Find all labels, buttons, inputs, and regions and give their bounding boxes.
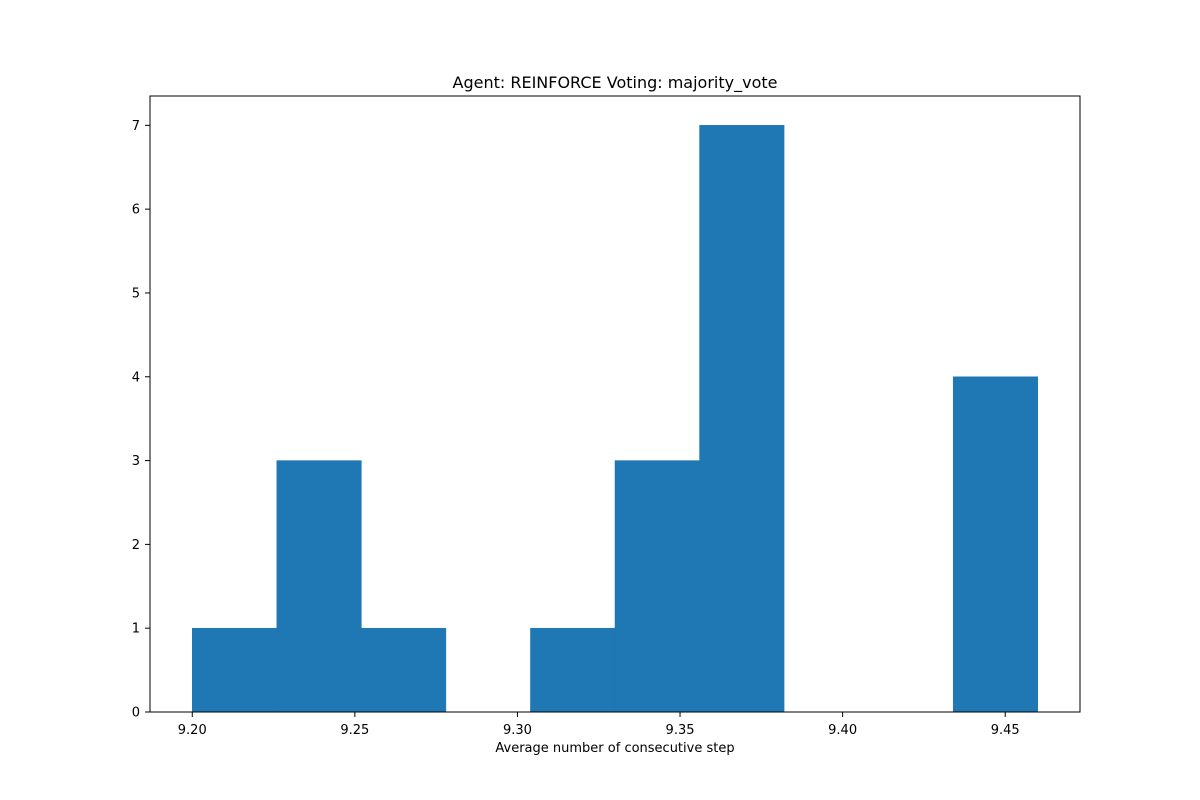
chart-title: Agent: REINFORCE Voting: majority_vote (453, 73, 778, 93)
histogram-bar (952, 376, 1038, 713)
histogram-bar (614, 460, 700, 713)
y-tick-label: 6 (132, 203, 140, 218)
bars-group (192, 125, 1038, 713)
plot-frame (149, 95, 1081, 713)
x-tick-label: 9.30 (503, 723, 532, 738)
y-tick-label: 5 (132, 286, 140, 301)
x-tick-label: 9.40 (828, 723, 857, 738)
y-tick-label: 2 (132, 538, 140, 553)
y-tick-label: 0 (132, 706, 140, 721)
histogram-bar (361, 627, 447, 713)
x-tick-label: 9.20 (178, 723, 207, 738)
x-axis-label: Average number of consecutive step (495, 741, 734, 756)
x-axis: 9.20 9.25 9.30 9.35 9.40 9.45 (178, 712, 1020, 738)
x-tick-label: 9.45 (991, 723, 1020, 738)
x-tick-label: 9.35 (666, 723, 695, 738)
histogram-bar (530, 627, 616, 713)
histogram-bar (192, 627, 278, 713)
y-tick-label: 7 (132, 119, 140, 134)
y-tick-label: 1 (132, 622, 140, 637)
histogram-bar (699, 125, 785, 713)
x-tick-label: 9.25 (340, 723, 369, 738)
y-tick-label: 3 (132, 454, 140, 469)
histogram-bar (276, 460, 362, 713)
y-axis: 0 1 2 3 4 5 6 7 (132, 119, 150, 721)
y-tick-label: 4 (132, 370, 140, 385)
